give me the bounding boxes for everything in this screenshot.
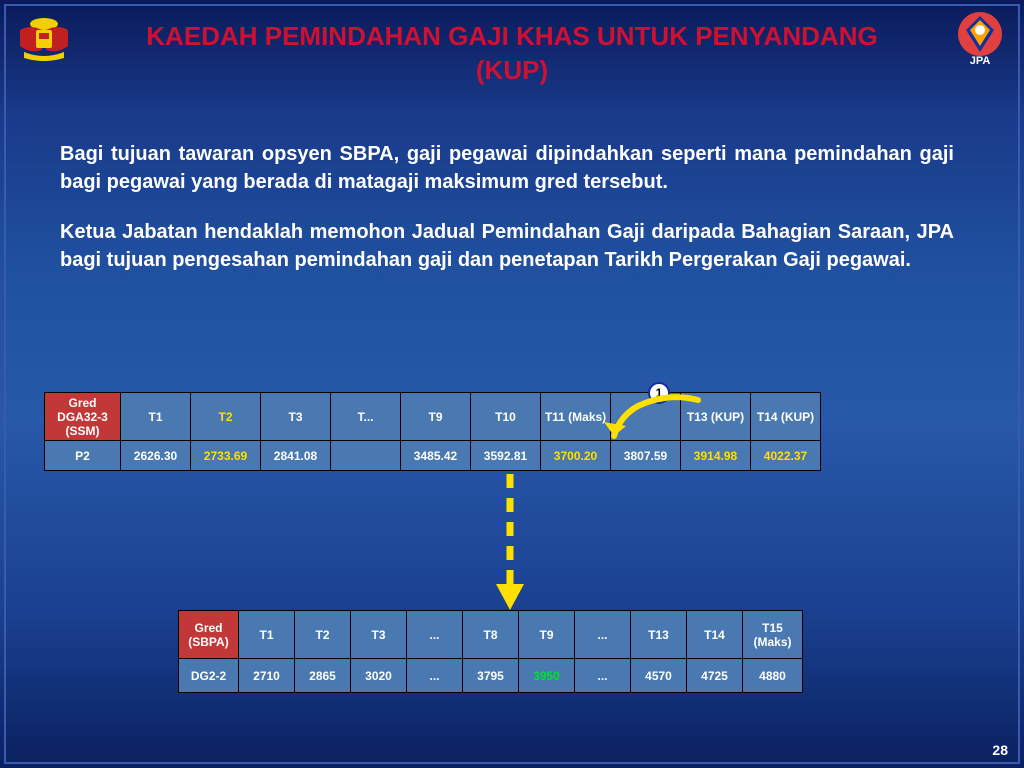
table2-header-cell: ... <box>575 611 631 659</box>
table1-header-cell: T13 (KUP) <box>681 393 751 441</box>
table2-header-first: Gred (SBPA) <box>179 611 239 659</box>
step-badge-1: 1 <box>648 382 670 404</box>
table1-cell: 2733.69 <box>191 441 261 471</box>
table2-header-row: Gred (SBPA)T1T2T3...T8T9...T13T14T15 (Ma… <box>179 611 803 659</box>
table1-cell: 4022.37 <box>751 441 821 471</box>
table2-row-first: DG2-2 <box>179 659 239 693</box>
table1-cell: 2841.08 <box>261 441 331 471</box>
table1-cell: 3700.20 <box>541 441 611 471</box>
svg-text:JPA: JPA <box>970 55 991 67</box>
table2-cell: 4880 <box>743 659 803 693</box>
table2-header-cell: T2 <box>295 611 351 659</box>
table1-cell: 2626.30 <box>121 441 191 471</box>
table2-cell: 3795 <box>463 659 519 693</box>
table2-header-cell: T1 <box>239 611 295 659</box>
table1-header-cell: T2 <box>191 393 261 441</box>
table1-header-cell: T1 <box>121 393 191 441</box>
table2-header-cell: T14 <box>687 611 743 659</box>
paragraph-1: Bagi tujuan tawaran opsyen SBPA, gaji pe… <box>60 140 954 196</box>
table1-cell: 3592.81 <box>471 441 541 471</box>
table2-header-cell: T9 <box>519 611 575 659</box>
table2-cell: 3950 <box>519 659 575 693</box>
body-text: Bagi tujuan tawaran opsyen SBPA, gaji pe… <box>60 140 954 296</box>
table2-cell: ... <box>407 659 463 693</box>
table2-cell: 2865 <box>295 659 351 693</box>
table1-cell <box>331 441 401 471</box>
table1-cell: 3485.42 <box>401 441 471 471</box>
table2-header-cell: ... <box>407 611 463 659</box>
page-number: 28 <box>992 742 1008 758</box>
table1-header-cell: T14 (KUP) <box>751 393 821 441</box>
salary-table-ssm: Gred DGA32-3 (SSM)T1T2T3T...T9T10T11 (Ma… <box>44 392 821 471</box>
slide-title: KAEDAH PEMINDAHAN GAJI KHAS UNTUK PENYAN… <box>120 20 904 88</box>
table2-header-cell: T3 <box>351 611 407 659</box>
table1-header-cell: T9 <box>401 393 471 441</box>
table2-header-cell: T13 <box>631 611 687 659</box>
table2-data-row: DG2-2271028653020...37953950...457047254… <box>179 659 803 693</box>
salary-table-sbpa: Gred (SBPA)T1T2T3...T8T9...T13T14T15 (Ma… <box>178 610 803 693</box>
table1-header-row: Gred DGA32-3 (SSM)T1T2T3T...T9T10T11 (Ma… <box>45 393 821 441</box>
table2-header-cell: T15 (Maks) <box>743 611 803 659</box>
table2-cell: 4725 <box>687 659 743 693</box>
table2-header-cell: T8 <box>463 611 519 659</box>
table1-data-row: P22626.302733.692841.08 3485.423592.81370… <box>45 441 821 471</box>
dashed-down-arrow-icon <box>490 474 530 614</box>
table1-header-cell: T11 (Maks) <box>541 393 611 441</box>
table1-cell: 3914.98 <box>681 441 751 471</box>
table1-row-first: P2 <box>45 441 121 471</box>
table2-cell: 2710 <box>239 659 295 693</box>
table1-header-cell <box>611 393 681 441</box>
table1-header-cell: T3 <box>261 393 331 441</box>
table1-cell: 3807.59 <box>611 441 681 471</box>
crest-logo <box>14 12 74 62</box>
table2-cell: 4570 <box>631 659 687 693</box>
paragraph-2: Ketua Jabatan hendaklah memohon Jadual P… <box>60 218 954 274</box>
table1-header-first: Gred DGA32-3 (SSM) <box>45 393 121 441</box>
table1-header-cell: T10 <box>471 393 541 441</box>
table1-header-cell: T... <box>331 393 401 441</box>
table2-cell: ... <box>575 659 631 693</box>
jpa-logo: JPA <box>950 10 1010 68</box>
table2-cell: 3020 <box>351 659 407 693</box>
